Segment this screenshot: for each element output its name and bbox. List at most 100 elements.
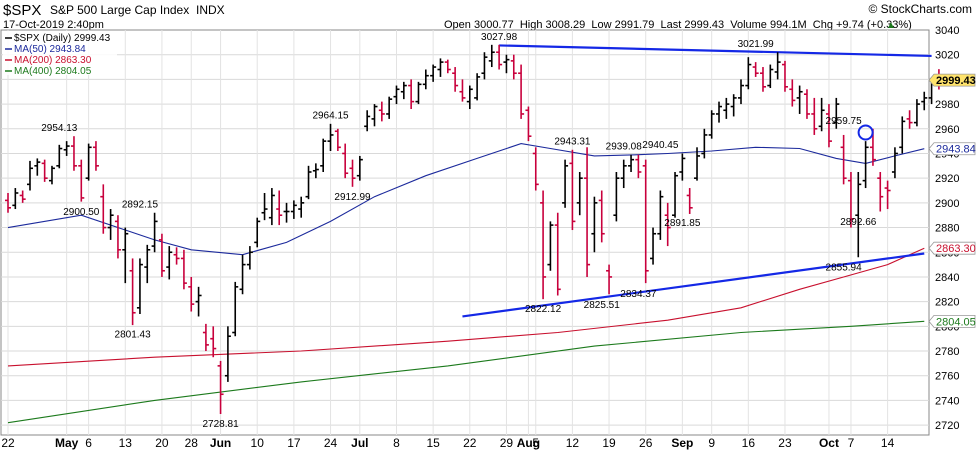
ohlc-bar	[12, 188, 19, 210]
ohlc-bar	[276, 190, 283, 226]
ohlc-bar	[246, 246, 253, 270]
ohlc-bar	[584, 147, 591, 277]
legend-entry: MA(400) 2804.05	[14, 66, 92, 77]
x-tick-label: 6	[85, 436, 92, 450]
ohlc-bar	[672, 171, 679, 218]
trendlines	[462, 44, 932, 318]
ohlc-bar	[466, 85, 473, 110]
price-annotation: 2912.99	[334, 192, 371, 203]
price-annotation: 2891.85	[664, 218, 701, 229]
ohlc-bar	[254, 217, 261, 248]
ohlc-bar	[547, 221, 554, 271]
price-annotation: 2954.13	[41, 123, 78, 134]
ohlc-bar	[48, 165, 55, 185]
y-tick-label: 2740	[935, 395, 959, 407]
ohlc-bar	[598, 190, 605, 243]
x-tick-label: Aug	[517, 436, 540, 450]
x-tick-label: 7	[848, 436, 855, 450]
ohlc-bar	[759, 67, 766, 92]
quote-summary: Open 3000.77 High 3008.29 Low 2991.79 La…	[444, 19, 912, 31]
x-tick-label: Oct	[819, 436, 839, 450]
x-tick-label: Jun	[210, 436, 231, 450]
ohlc-bar	[444, 59, 451, 74]
ohlc-bar	[540, 190, 547, 300]
y-tick-label: 2980	[935, 99, 959, 111]
brand-watermark: © StockCharts.com	[868, 2, 972, 16]
ohlc-bars	[5, 44, 942, 415]
ohlc-bar	[224, 326, 231, 382]
marker-layer	[857, 124, 874, 141]
ohlc-bar	[320, 138, 327, 172]
ohlc-bar	[606, 264, 613, 295]
price-annotation: 2728.81	[202, 419, 239, 430]
ohlc-bar	[840, 134, 847, 185]
change-up-arrow: ▲	[886, 20, 896, 31]
ohlc-bar	[679, 153, 686, 181]
ohlc-bar	[642, 159, 649, 284]
ohlc-bar	[202, 323, 209, 352]
ma400-line	[7, 320, 925, 424]
ohlc-bar	[811, 97, 818, 135]
y-tick-label: 2820	[935, 297, 959, 309]
ohlc-bar	[701, 128, 708, 159]
ohlc-bar	[635, 154, 642, 179]
chart-exchange: INDX	[196, 3, 225, 17]
ohlc-bar	[576, 171, 583, 216]
price-annotation: 2959.75	[826, 116, 863, 127]
ohlc-bar	[144, 244, 151, 284]
ohlc-bar	[847, 171, 854, 228]
price-annotation: 2822.12	[525, 304, 562, 315]
last-label-box	[928, 241, 976, 255]
header: $SPX S&P 500 Large Cap Index INDX © Stoc…	[3, 2, 972, 31]
ohlc-bar	[56, 144, 63, 169]
last-label-box	[928, 73, 976, 87]
ohlc-bar	[70, 136, 77, 171]
price-annotation: 2964.15	[312, 111, 349, 122]
price-annotation: 2801.43	[115, 330, 152, 341]
legend-entry: $SPX (Daily) 2999.43	[14, 33, 111, 44]
ohlc-bar	[349, 159, 356, 187]
ohlc-bar	[855, 171, 862, 258]
x-tick-label: 8	[393, 436, 400, 450]
ohlc-bar	[100, 184, 107, 234]
ohlc-bar	[906, 110, 913, 129]
ohlc-bar	[180, 249, 187, 290]
price-annotation: 2943.31	[554, 136, 591, 147]
ohlc-bar	[268, 188, 275, 226]
ohlc-bar	[708, 110, 715, 139]
ohlc-bar	[437, 58, 444, 77]
ohlc-bar	[85, 143, 92, 181]
ohlc-bar	[591, 196, 598, 253]
price-annotation: 2900.50	[63, 207, 100, 218]
moving-averages	[7, 143, 925, 424]
x-tick-label: Sep	[671, 436, 693, 450]
ohlc-bar	[613, 171, 620, 222]
ohlc-bar	[261, 192, 268, 221]
ohlc-bar	[129, 258, 136, 326]
x-tick-label: 19	[602, 436, 616, 450]
ohlc-bar	[122, 227, 129, 284]
y-tick-label: 2840	[935, 272, 959, 284]
ohlc-bar	[803, 89, 810, 119]
ohlc-bar	[364, 110, 371, 132]
ohlc-bar	[488, 44, 495, 68]
ohlc-bar	[210, 326, 217, 358]
ohlc-bar	[34, 158, 41, 176]
ohlc-bar	[283, 202, 290, 223]
ohlc-bar	[694, 147, 701, 181]
x-tick-label: 26	[639, 436, 653, 450]
ohlc-bar	[78, 159, 85, 202]
ohlc-bar	[767, 64, 774, 89]
x-tick-label: 17	[287, 436, 301, 450]
last-label-text: 2863.30	[936, 243, 976, 255]
ohlc-bar	[532, 147, 539, 191]
support-trendline	[462, 252, 925, 318]
ohlc-bar	[510, 54, 517, 80]
ohlc-bar	[474, 73, 481, 101]
x-tick-label: 22	[1, 436, 15, 450]
ohlc-bar	[650, 227, 657, 265]
ohlc-bar	[371, 104, 378, 127]
ohlc-bar	[217, 360, 224, 415]
